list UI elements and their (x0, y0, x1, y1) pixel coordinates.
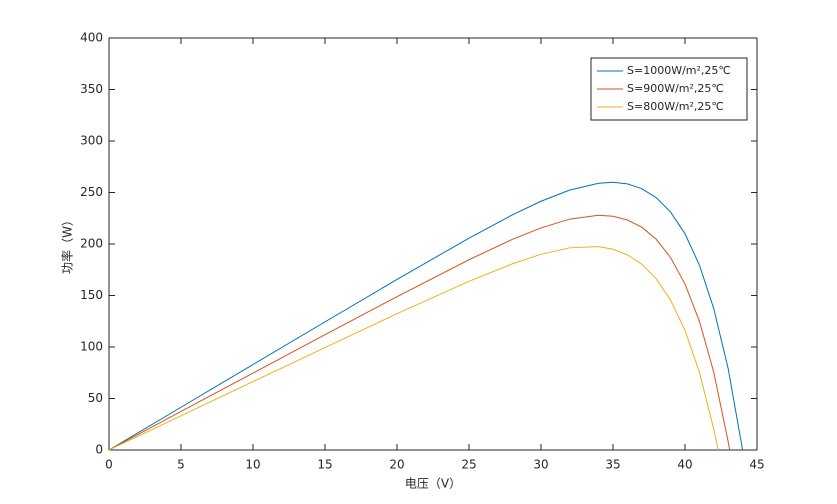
x-tick-label: 30 (533, 458, 548, 472)
series-line (108, 214, 731, 451)
y-tick-label: 250 (80, 185, 103, 199)
x-tick-label: 0 (105, 458, 113, 472)
x-tick-label: 5 (177, 458, 185, 472)
y-tick-label: 50 (88, 391, 103, 405)
y-tick-label: 150 (80, 288, 103, 302)
series-line (108, 246, 719, 451)
y-tick-label: 0 (95, 443, 103, 457)
legend-label: S=1000W/m²,25℃ (627, 64, 731, 77)
y-tick-label: 350 (80, 82, 103, 96)
y-axis-label: 功率（W） (60, 214, 75, 274)
x-axis-label: 电压（V） (405, 477, 461, 491)
legend-box (590, 57, 748, 121)
y-tick-label: 200 (80, 237, 103, 251)
x-tick-label: 35 (605, 458, 620, 472)
x-tick-label: 25 (461, 458, 476, 472)
x-tick-label: 40 (677, 458, 692, 472)
x-tick-label: 10 (245, 458, 260, 472)
y-tick-label: 300 (80, 134, 103, 148)
x-tick-label: 15 (317, 458, 332, 472)
x-tick-label: 20 (389, 458, 404, 472)
series-line (108, 181, 744, 451)
legend-label: S=900W/m²,25℃ (627, 82, 724, 95)
legend-label: S=800W/m²,25℃ (627, 100, 724, 113)
x-tick-label: 45 (749, 458, 764, 472)
y-tick-label: 400 (80, 31, 103, 45)
y-tick-label: 100 (80, 340, 103, 354)
